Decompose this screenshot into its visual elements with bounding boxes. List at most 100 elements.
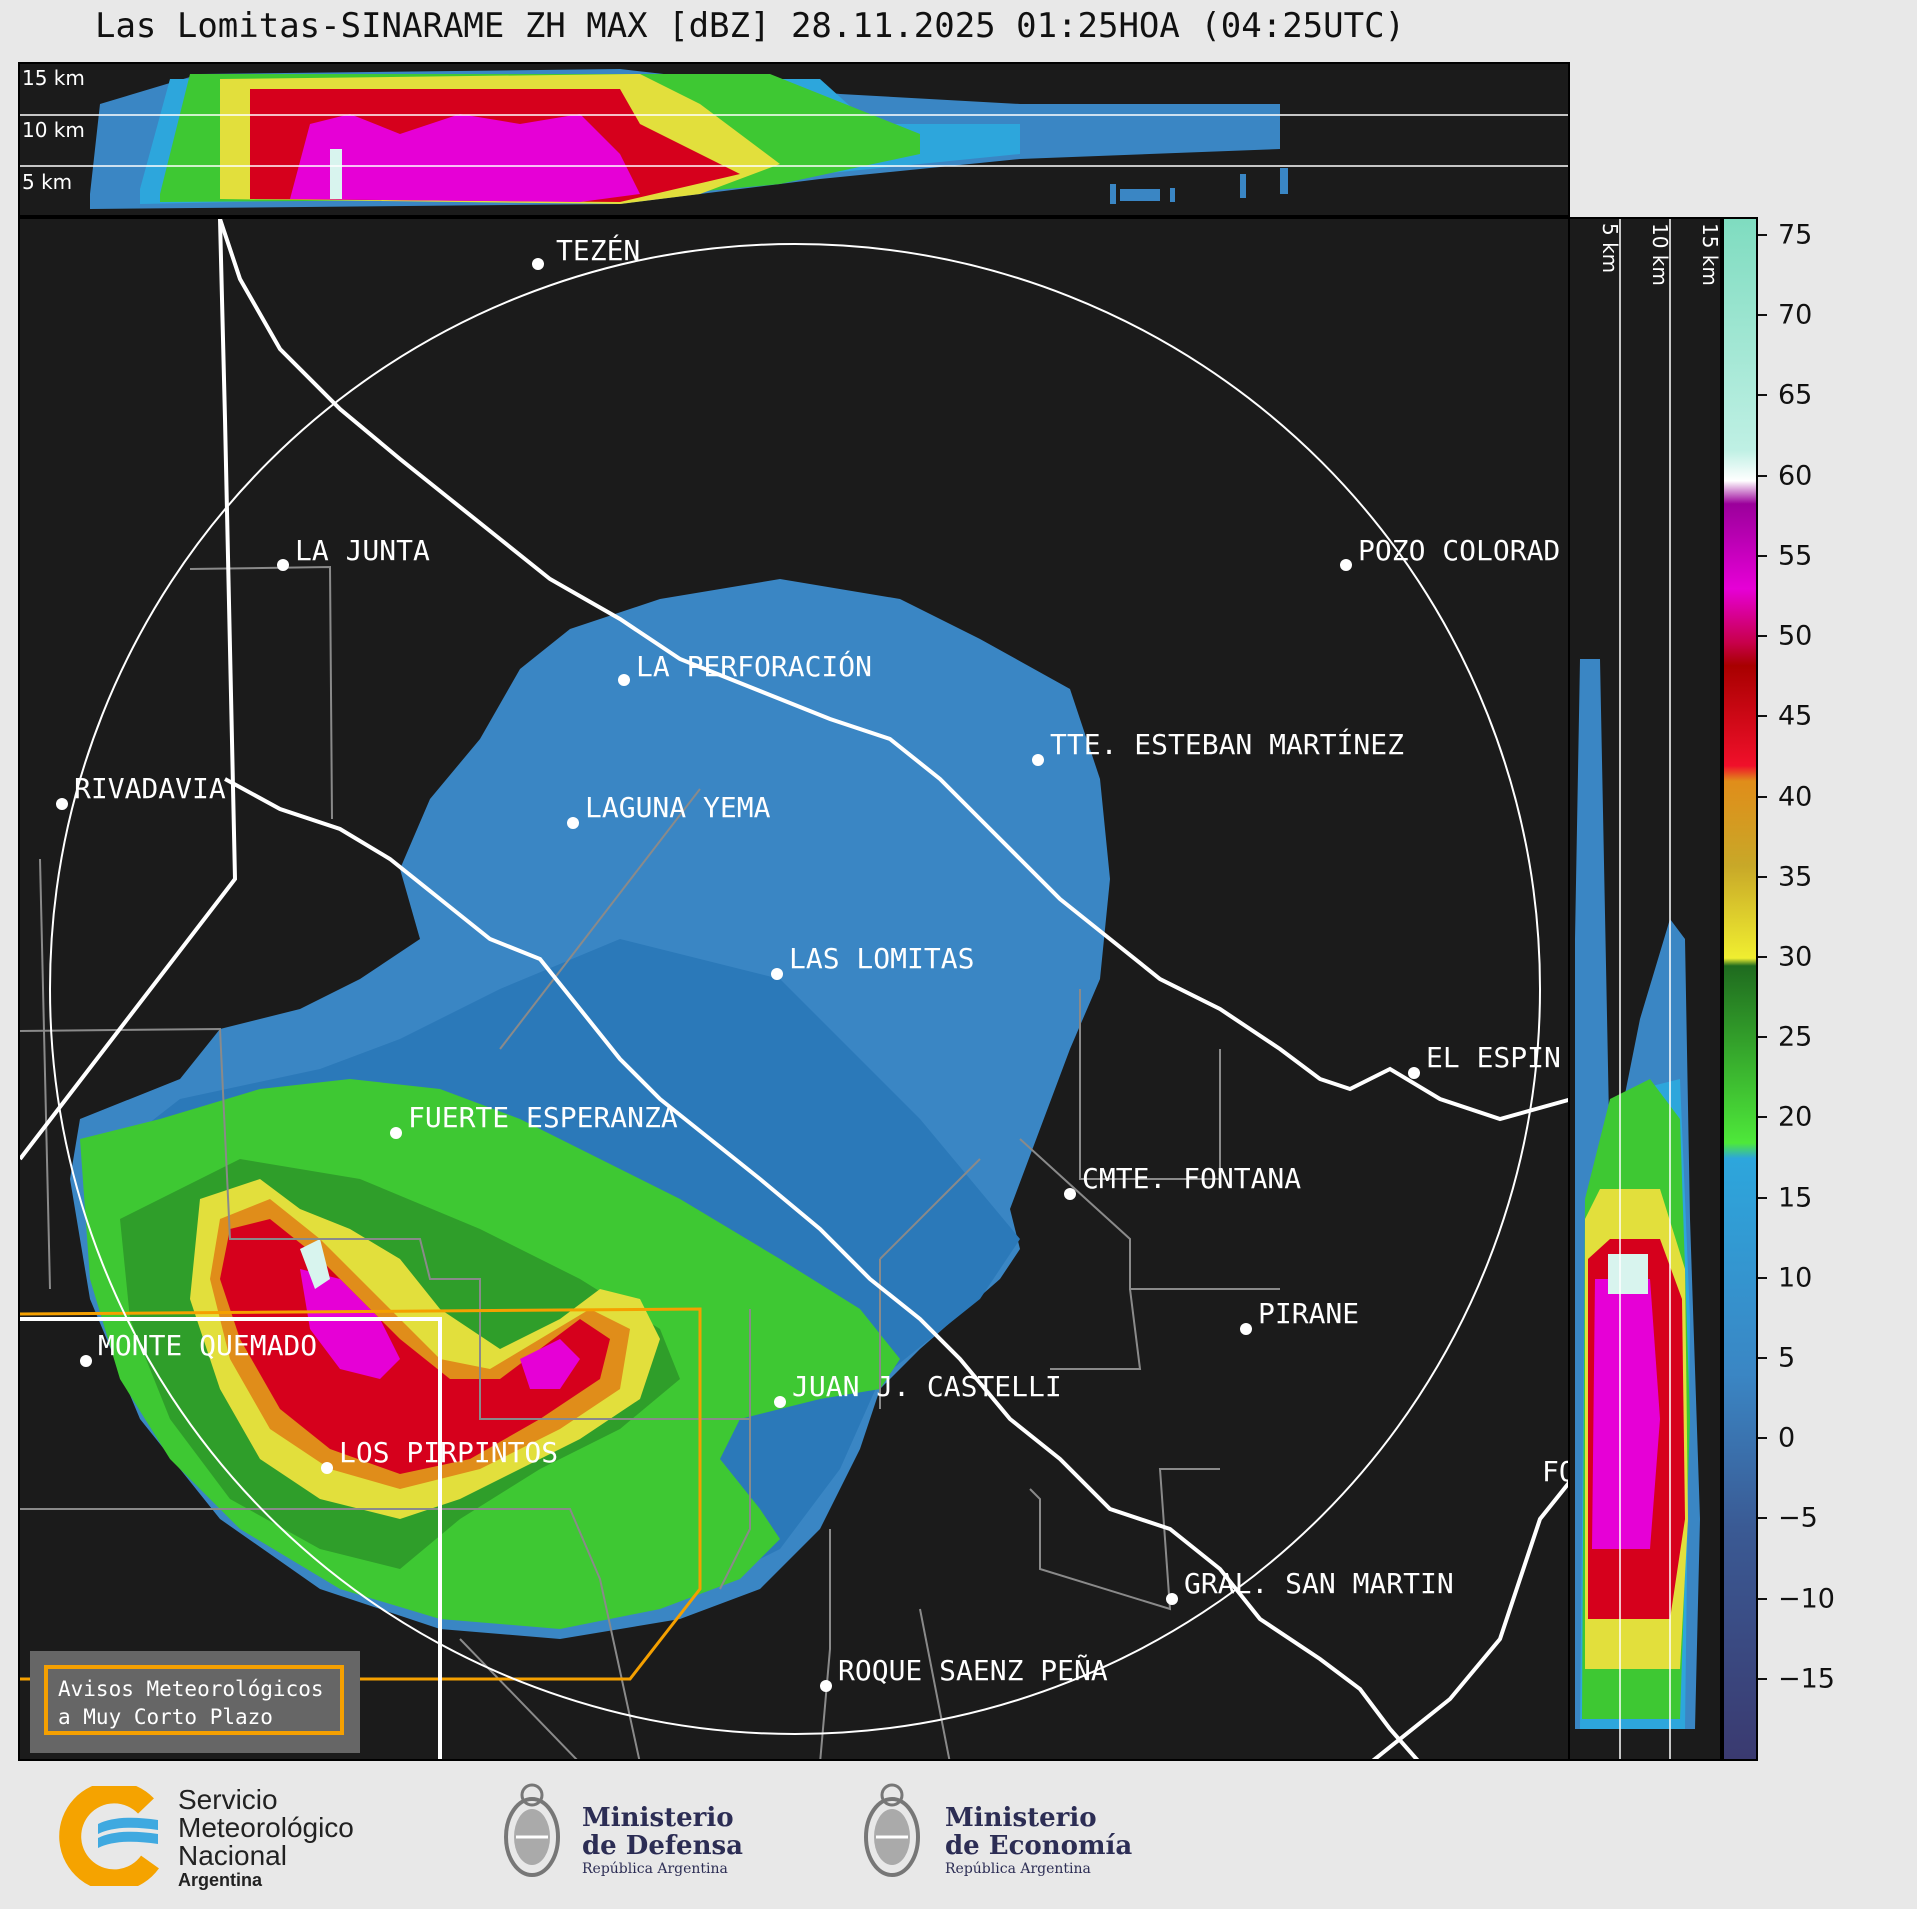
colorbar-tick-mark: [1758, 1597, 1767, 1600]
city-dot: [567, 817, 579, 829]
economia-line-3: República Argentina: [945, 1861, 1091, 1877]
colorbar-tick-mark: [1758, 1116, 1767, 1119]
colorbar-tick-label: −10: [1778, 1583, 1835, 1615]
colorbar-tick-label: 40: [1778, 781, 1813, 812]
city-rivadavia: RIVADAVIA: [56, 772, 226, 810]
colorbar-svg: [1724, 219, 1756, 1759]
colorbar-tick-label: 70: [1778, 299, 1813, 331]
cross-section-top-svg: [20, 64, 1568, 215]
smn-logo: [58, 1781, 168, 1892]
colorbar-tick-label: 60: [1778, 460, 1813, 492]
city-formosa: FO: [1542, 1455, 1568, 1488]
colorbar-tick-mark: [1758, 474, 1767, 477]
city-dot: [820, 1680, 832, 1692]
colorbar-tick-mark: [1758, 554, 1767, 557]
city-el-espinillo: EL ESPIN: [1408, 1041, 1561, 1079]
colorbar-tick-mark: [1758, 1517, 1767, 1520]
radar-map-panel: TEZÉN LA JUNTA POZO COLORAD LA PERFORACI…: [18, 217, 1570, 1761]
colorbar-tick-mark: [1758, 1356, 1767, 1359]
economia-line-1: Ministerio: [945, 1803, 1097, 1833]
colorbar-tick-mark: [1758, 1437, 1767, 1440]
city-pozo-colorado: POZO COLORAD: [1340, 534, 1560, 571]
colorbar-tick-label: 75: [1778, 219, 1813, 251]
city-monte-quemado: MONTE QUEMADO: [80, 1329, 317, 1367]
city-fuerte-esperanza: FUERTE ESPERANZA: [390, 1101, 678, 1139]
notice-line-1: Avisos Meteorológicos: [58, 1677, 324, 1701]
colorbar-tick-label: 30: [1778, 941, 1813, 973]
notice-line-2: a Muy Corto Plazo: [58, 1705, 273, 1729]
city-dot: [390, 1127, 402, 1139]
city-dot: [1408, 1067, 1420, 1079]
radar-title: Las Lomitas-SINARAME ZH MAX [dBZ] 28.11.…: [94, 6, 1406, 46]
colorbar-tick-mark: [1758, 314, 1767, 317]
city-cmte-fontana: CMTE. FONTANA: [1064, 1162, 1301, 1200]
colorbar-tick-mark: [1758, 1276, 1767, 1279]
colorbar-tick-mark: [1758, 1677, 1767, 1680]
coat-of-arms-icon: [504, 1783, 560, 1877]
economia-coat-of-arms: [856, 1775, 928, 1895]
city-roque-saenz-pena: ROQUE SAENZ PEÑA: [820, 1654, 1108, 1692]
city-dot: [771, 968, 783, 980]
colorbar-tick-mark: [1758, 394, 1767, 397]
colorbar-tick-mark: [1758, 875, 1767, 878]
city-dot: [1032, 754, 1044, 766]
colorbar-tick-mark: [1758, 1036, 1767, 1039]
east-west-cross-section: 5 km 10 km 15 km: [1570, 217, 1722, 1761]
colorbar-tick-label: 25: [1778, 1021, 1813, 1053]
smn-name: Servicio Meteorológico Nacional Argentin…: [178, 1784, 354, 1891]
city-la-junta: LA JUNTA: [277, 534, 430, 571]
colorbar-tick-mark: [1758, 715, 1767, 718]
city-dot: [1064, 1188, 1076, 1200]
city-tte-esteban-martinez: TTE. ESTEBAN MARTÍNEZ: [1032, 728, 1404, 766]
colorbar-tick-label: −5: [1778, 1502, 1818, 1534]
top-height-label-5km: 5 km: [22, 170, 73, 194]
top-height-label-10km: 10 km: [22, 118, 85, 142]
city-gral-san-martin: GRAL. SAN MARTIN: [1166, 1567, 1454, 1605]
city-pirane: PIRANE: [1240, 1297, 1359, 1335]
city-dot: [1240, 1323, 1252, 1335]
colorbar-tick-label: 20: [1778, 1101, 1813, 1133]
side-height-label-10km: 10 km: [1648, 223, 1672, 286]
side-height-label-5km: 5 km: [1598, 223, 1622, 274]
short-term-warnings-box[interactable]: Avisos Meteorológicos a Muy Corto Plazo: [30, 1651, 360, 1753]
city-dot: [277, 559, 289, 571]
colorbar-tick-label: 0: [1778, 1422, 1796, 1454]
city-juan-j-castelli: JUAN J. CASTELLI: [774, 1370, 1062, 1408]
defensa-line-1: Ministerio: [582, 1803, 734, 1833]
colorbar-tick-label: 10: [1778, 1262, 1813, 1294]
city-dot: [321, 1462, 333, 1474]
colorbar-tick-label: 35: [1778, 861, 1813, 893]
smn-line-1: Servicio: [178, 1784, 278, 1815]
colorbar-tick-mark: [1758, 1196, 1767, 1199]
city-dot: [774, 1396, 786, 1408]
defensa-coat-of-arms: [496, 1775, 568, 1895]
dbz-colorbar: [1722, 217, 1758, 1761]
city-dot: [618, 674, 630, 686]
smn-line-4: Argentina: [178, 1870, 263, 1890]
colorbar-tick-label: 45: [1778, 700, 1813, 732]
top-height-label-15km: 15 km: [22, 66, 85, 90]
colorbar-tick-mark: [1758, 234, 1767, 237]
radar-map-svg: [20, 219, 1568, 1759]
city-los-pirpintos: LOS PIRPINTOS: [321, 1436, 558, 1474]
city-la-perforacion: LA PERFORACIÓN: [618, 650, 872, 686]
colorbar-tick-label: 5: [1778, 1342, 1796, 1374]
cross-section-side-svg: [1570, 219, 1720, 1759]
city-laguna-yema: LAGUNA YEMA: [567, 791, 770, 829]
city-dot: [56, 798, 68, 810]
colorbar-tick-mark: [1758, 635, 1767, 638]
short-term-warnings-frame: Avisos Meteorológicos a Muy Corto Plazo: [44, 1665, 344, 1735]
smn-line-3: Nacional: [178, 1840, 287, 1871]
defensa-name: Ministerio de Defensa República Argentin…: [582, 1804, 743, 1878]
city-dot: [80, 1355, 92, 1367]
smn-logo-icon: [59, 1781, 159, 1892]
smn-line-2: Meteorológico: [178, 1812, 354, 1843]
colorbar-tick-label: −15: [1778, 1663, 1835, 1695]
colorbar-tick-label: 55: [1778, 540, 1813, 572]
defensa-line-2: de Defensa: [582, 1831, 743, 1861]
colorbar-tick-label: 15: [1778, 1182, 1813, 1214]
colorbar-tick-mark: [1758, 955, 1767, 958]
city-dot: [532, 258, 544, 270]
colorbar-tick-label: 50: [1778, 620, 1813, 652]
economia-name: Ministerio de Economía República Argenti…: [945, 1804, 1132, 1878]
